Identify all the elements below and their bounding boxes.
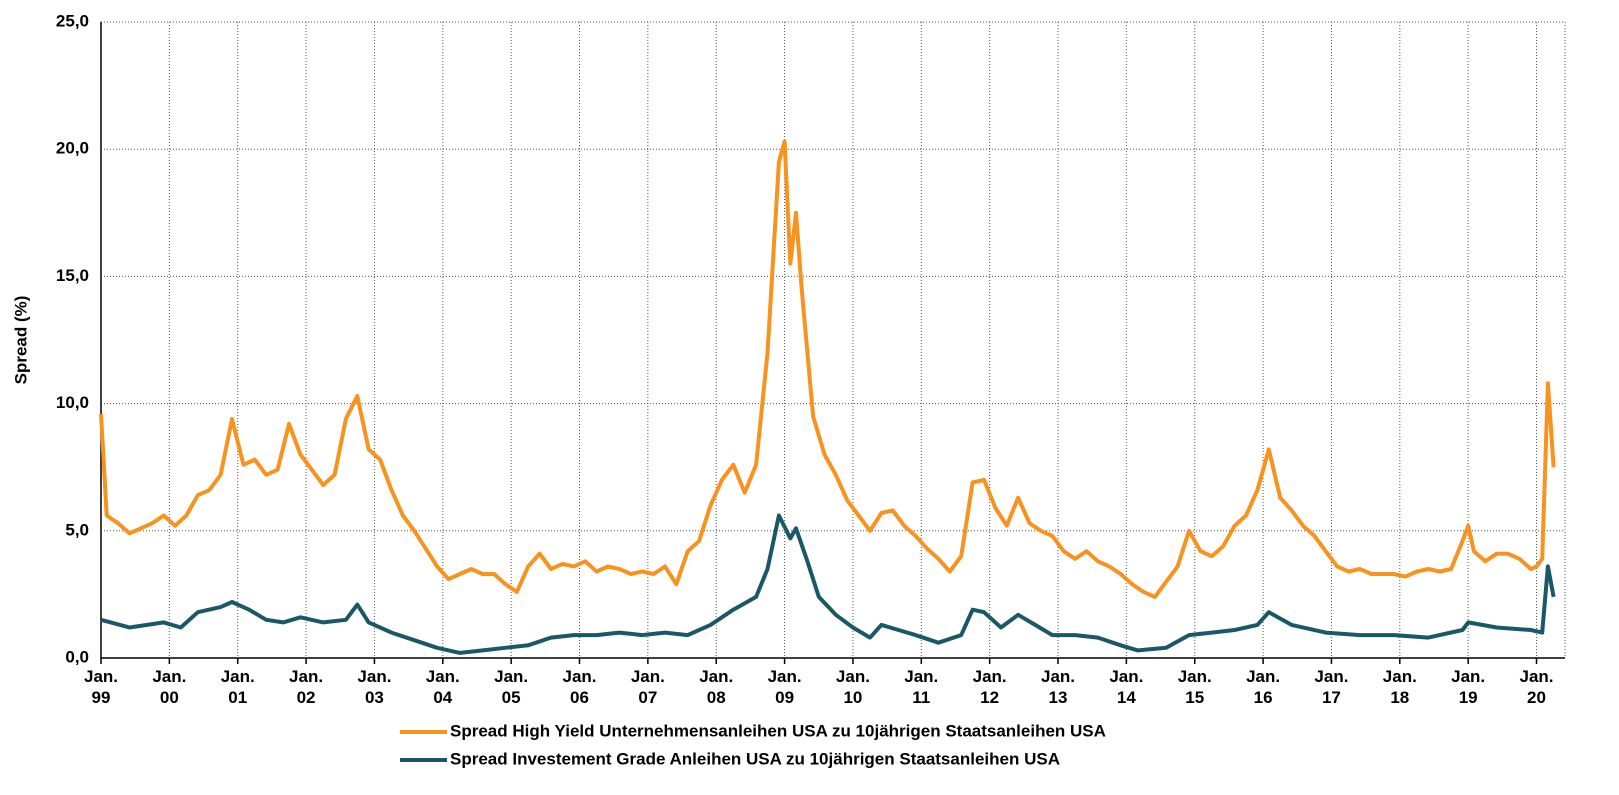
series-line xyxy=(100,513,1556,655)
x-tick-label: Jan. 03 xyxy=(357,667,392,707)
x-tick-label: Jan. 10 xyxy=(835,667,870,707)
x-tick-label: Jan. 19 xyxy=(1451,667,1486,707)
x-tick-label: Jan. 05 xyxy=(494,667,529,707)
series-line xyxy=(99,139,1556,599)
x-tick-label: Jan. 00 xyxy=(152,667,187,707)
legend-label: Spread Investement Grade Anleihen USA zu… xyxy=(450,749,1060,768)
x-tick-label: Jan. 07 xyxy=(630,667,665,707)
x-tick-label: Jan. 17 xyxy=(1314,667,1349,707)
x-tick-label: Jan. 99 xyxy=(83,667,119,707)
x-tick-label: Jan. 02 xyxy=(289,667,324,707)
y-tick-label: 5,0 xyxy=(65,520,89,539)
y-tick-label: 20,0 xyxy=(56,139,89,158)
x-tick-label: Jan. 06 xyxy=(562,667,597,707)
x-tick-label: Jan. 01 xyxy=(220,667,255,707)
x-tick-label: Jan. 11 xyxy=(904,667,939,707)
x-tick-label: Jan. 16 xyxy=(1246,667,1281,707)
x-tick-label: Jan. 18 xyxy=(1382,667,1417,707)
x-tick-label: Jan. 13 xyxy=(1040,667,1076,707)
x-tick-label: Jan. 04 xyxy=(425,667,460,707)
x-tick-label: Jan. 12 xyxy=(972,667,1007,707)
y-tick-label: 0,0 xyxy=(65,647,89,666)
x-tick-label: Jan. 20 xyxy=(1519,667,1554,707)
y-tick-label: 15,0 xyxy=(56,266,89,285)
y-tick-label: 25,0 xyxy=(56,11,89,30)
x-tick-label: Jan. 15 xyxy=(1177,667,1212,707)
legend-label: Spread High Yield Unternehmensanleihen U… xyxy=(450,721,1106,740)
y-tick-label: 10,0 xyxy=(56,393,89,412)
x-tick-label: Jan. 09 xyxy=(767,667,802,707)
x-tick-label: Jan. 08 xyxy=(699,667,734,707)
y-axis-label: Spread (%) xyxy=(11,296,30,385)
x-tick-label: Jan. 14 xyxy=(1109,667,1144,707)
